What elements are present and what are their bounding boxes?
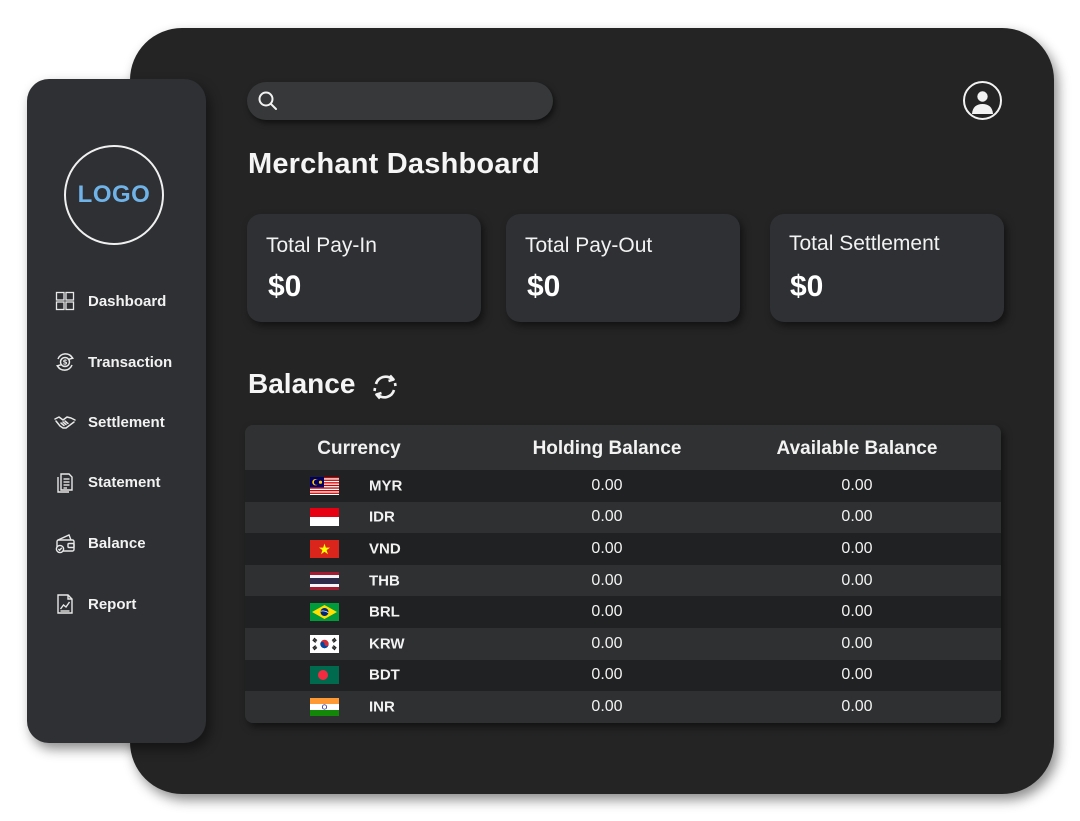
report-chart-icon [53,592,77,616]
brazil-flag-icon [310,603,339,622]
holding-balance-value: 0.00 [591,476,623,494]
card-title: Total Settlement [789,232,940,255]
card-value: $0 [790,270,824,303]
user-icon [972,91,993,114]
available-balance-value: 0.00 [841,666,873,684]
malaysia-flag-icon [310,476,339,495]
currency-code: KRW [369,635,405,653]
total-pay-out-card: Total Pay-Out $0 [506,214,740,322]
wallet-icon [53,531,77,555]
currency-code: MYR [369,477,403,495]
currency-code: BRL [369,603,400,621]
holding-balance-value: 0.00 [591,571,623,589]
south-korea-flag-icon [310,634,339,653]
available-balance-value: 0.00 [841,539,873,557]
card-title: Total Pay-Out [525,234,653,257]
search-input[interactable] [287,92,541,110]
svg-text:$: $ [63,359,68,367]
holding-balance-value: 0.00 [591,634,623,652]
sidebar-item-label: Settlement [88,413,165,431]
search-icon [257,90,279,112]
sidebar-item-transaction[interactable]: $ Transaction [53,350,172,374]
logo[interactable]: LOGO [64,145,164,245]
sidebar-item-settlement[interactable]: Settlement [53,410,165,434]
holding-balance-value: 0.00 [591,539,623,557]
refresh-icon[interactable] [371,373,399,401]
available-balance-value: 0.00 [841,634,873,652]
page-title: Merchant Dashboard [248,148,541,180]
user-avatar[interactable] [963,81,1002,120]
grid-icon [53,289,77,313]
table-row[interactable]: INR 0.00 0.00 [245,691,1001,723]
total-settlement-card: Total Settlement $0 [770,214,1004,322]
holding-balance-value: 0.00 [591,508,623,526]
coin-cycle-icon: $ [53,350,77,374]
sidebar: LOGO Dashboard $ Transaction [27,79,206,743]
available-balance-value: 0.00 [841,571,873,589]
table-header: Currency Holding Balance Available Balan… [245,425,1001,470]
indonesia-flag-icon [310,508,339,527]
thailand-flag-icon [310,571,339,590]
table-row[interactable]: IDR 0.00 0.00 [245,501,1001,534]
holding-balance-value: 0.00 [591,697,623,715]
handshake-icon [53,410,77,434]
card-title: Total Pay-In [266,234,377,257]
available-balance-value: 0.00 [841,697,873,715]
vietnam-flag-icon [310,539,339,558]
india-flag-icon [310,697,339,716]
currency-code: BDT [369,666,400,684]
currency-code: INR [369,698,395,716]
sidebar-item-label: Report [88,595,137,613]
sidebar-item-label: Balance [88,534,146,552]
holding-balance-value: 0.00 [591,603,623,621]
currency-code: VND [369,540,401,558]
column-header-holding-balance: Holding Balance [532,438,682,459]
sidebar-item-report[interactable]: Report [53,592,136,616]
available-balance-value: 0.00 [841,603,873,621]
search-bar[interactable] [247,82,553,120]
table-row[interactable]: MYR 0.00 0.00 [245,470,1001,502]
column-header-currency: Currency [317,438,401,459]
table-row[interactable]: VND 0.00 0.00 [245,533,1001,565]
holding-balance-value: 0.00 [591,666,623,684]
document-icon [53,470,77,494]
card-value: $0 [527,270,561,303]
bangladesh-flag-icon [310,666,339,685]
sidebar-item-label: Dashboard [88,292,167,310]
column-header-available-balance: Available Balance [776,438,938,459]
available-balance-value: 0.00 [841,508,873,526]
total-pay-in-card: Total Pay-In $0 [247,214,481,322]
sidebar-item-label: Transaction [88,353,173,371]
currency-code: IDR [369,508,395,526]
table-row[interactable]: BDT 0.00 0.00 [245,659,1001,692]
balance-table: Currency Holding Balance Available Balan… [245,425,1001,723]
sidebar-item-dashboard[interactable]: Dashboard [53,289,166,313]
card-value: $0 [268,270,302,303]
currency-code: THB [369,572,400,590]
sidebar-item-label: Statement [88,473,161,491]
sidebar-item-balance[interactable]: Balance [53,531,146,555]
table-row[interactable]: KRW 0.00 0.00 [245,627,1001,660]
balance-title: Balance [248,368,356,399]
available-balance-value: 0.00 [841,476,873,494]
sidebar-item-statement[interactable]: Statement [53,470,161,494]
table-row[interactable]: THB 0.00 0.00 [245,564,1001,597]
table-row[interactable]: BRL 0.00 0.00 [245,596,1001,628]
